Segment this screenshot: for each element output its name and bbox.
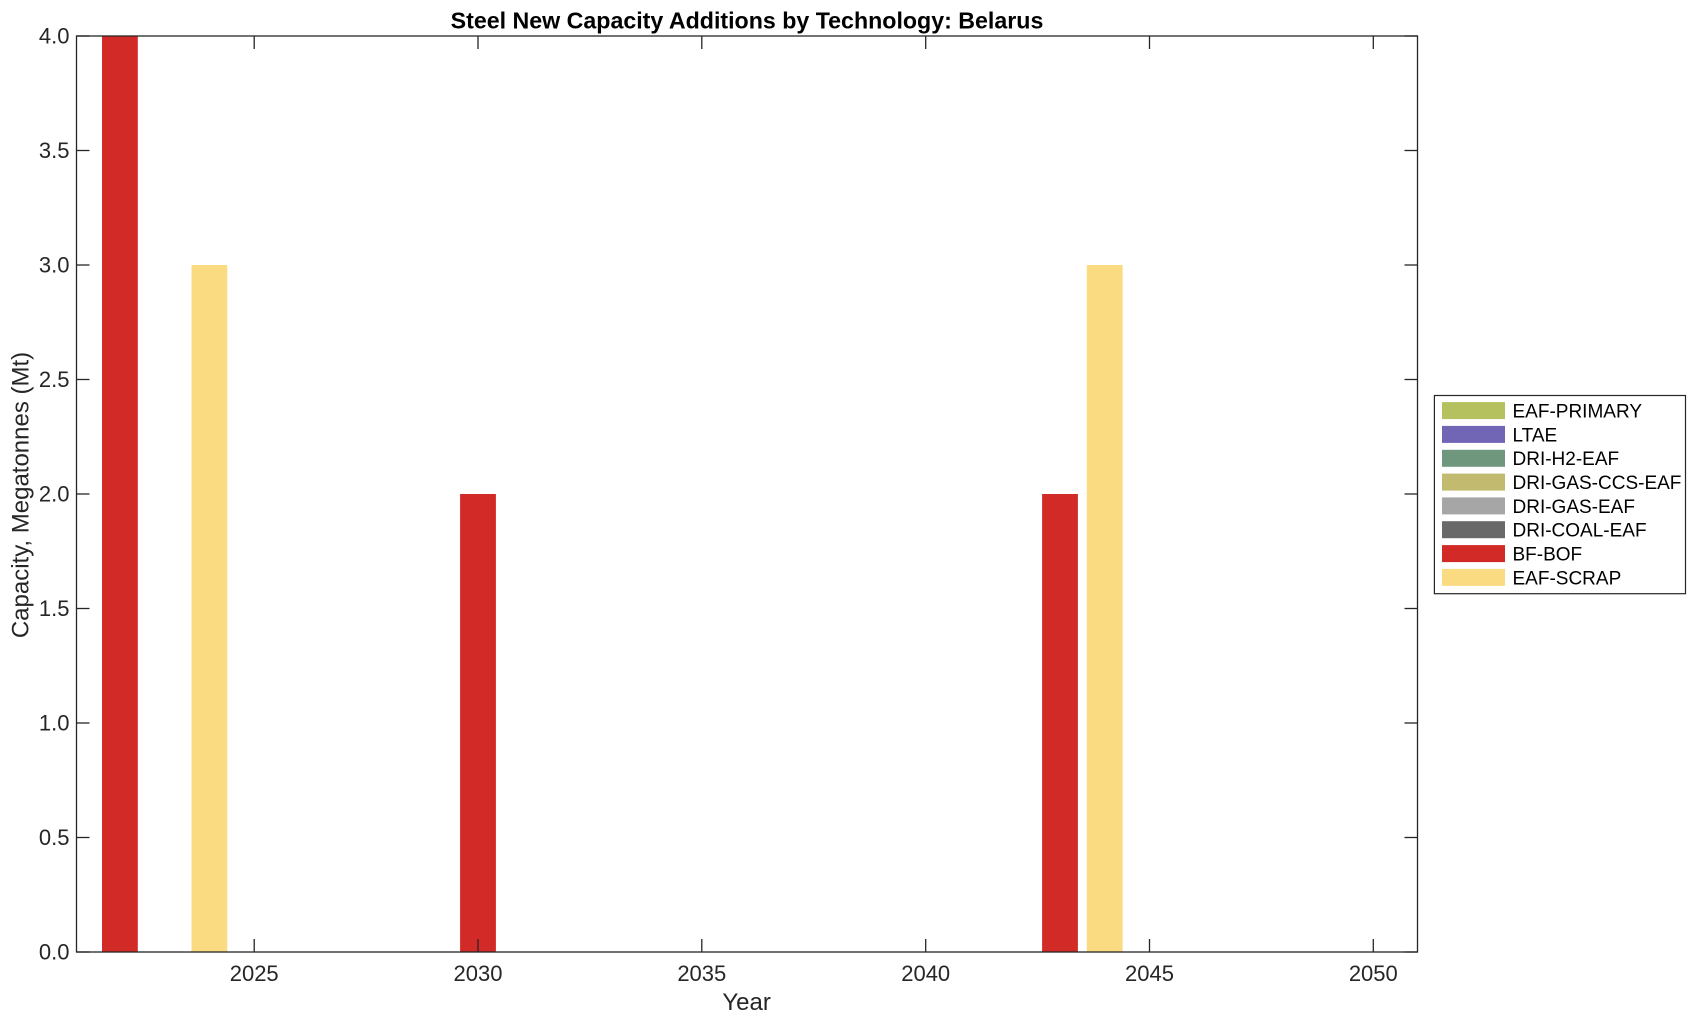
svg-text:3.5: 3.5 (39, 138, 70, 163)
svg-text:DRI-GAS-CCS-EAF: DRI-GAS-CCS-EAF (1513, 473, 1682, 494)
svg-text:4.0: 4.0 (39, 24, 70, 49)
svg-text:2030: 2030 (454, 961, 503, 986)
svg-text:EAF-SCRAP: EAF-SCRAP (1513, 568, 1622, 589)
svg-text:2040: 2040 (901, 961, 950, 986)
svg-text:DRI-H2-EAF: DRI-H2-EAF (1513, 449, 1620, 470)
svg-text:2035: 2035 (677, 961, 726, 986)
svg-text:BF-BOF: BF-BOF (1513, 545, 1583, 566)
svg-text:EAF-PRIMARY: EAF-PRIMARY (1513, 402, 1643, 423)
svg-text:DRI-GAS-EAF: DRI-GAS-EAF (1513, 497, 1635, 518)
svg-text:Capacity, Megatonnes (Mt): Capacity, Megatonnes (Mt) (8, 352, 35, 638)
svg-text:LTAE: LTAE (1513, 425, 1558, 446)
svg-text:2050: 2050 (1349, 961, 1398, 986)
svg-text:1.0: 1.0 (39, 711, 70, 736)
svg-text:2045: 2045 (1125, 961, 1174, 986)
svg-text:Steel New Capacity Additions b: Steel New Capacity Additions by Technolo… (451, 8, 1044, 34)
svg-text:0.0: 0.0 (39, 940, 70, 965)
svg-text:0.5: 0.5 (39, 825, 70, 850)
svg-text:2.5: 2.5 (39, 367, 70, 392)
svg-text:2.0: 2.0 (39, 482, 70, 507)
svg-text:2025: 2025 (230, 961, 279, 986)
svg-text:DRI-COAL-EAF: DRI-COAL-EAF (1513, 521, 1647, 542)
svg-text:3.0: 3.0 (39, 253, 70, 278)
svg-text:1.5: 1.5 (39, 596, 70, 621)
svg-text:Year: Year (722, 989, 771, 1016)
